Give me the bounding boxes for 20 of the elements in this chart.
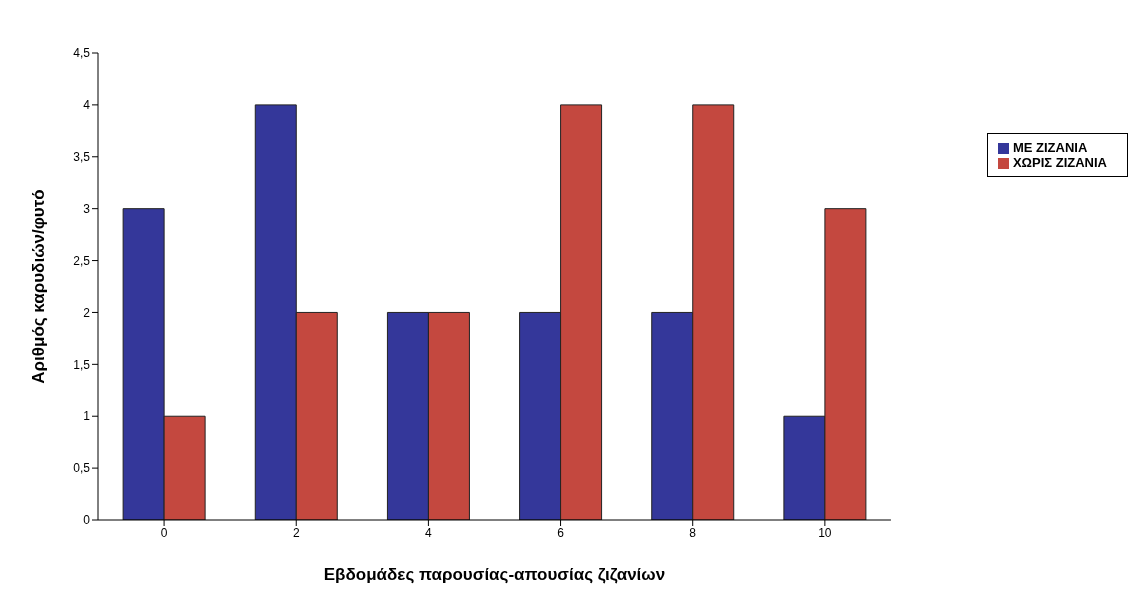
y-tick-label: 3,5 xyxy=(73,150,91,165)
y-tick-label: 0,5 xyxy=(73,461,91,476)
x-tick-label: 2 xyxy=(292,525,300,540)
y-tick-label: 3 xyxy=(83,201,91,216)
x-axis-title: Εβδομάδες παρουσίας-απουσίας ζιζανίων xyxy=(323,565,666,584)
y-tick-label: 2,5 xyxy=(73,253,91,268)
y-tick-label: 1,5 xyxy=(73,357,91,372)
x-tick-label: 4 xyxy=(425,525,433,540)
y-tick-label: 4 xyxy=(83,98,91,113)
x-tick-label: 10 xyxy=(818,525,832,540)
legend-label: ΜΕ ΖΙΖΑΝΙΑ xyxy=(1012,140,1088,155)
x-tick-label: 0 xyxy=(160,525,168,540)
y-tick-label: 1 xyxy=(83,409,91,424)
x-tick-label: 8 xyxy=(689,525,697,540)
y-axis-title: Αριθμός καρυδιών/φυτό xyxy=(29,189,49,384)
y-tick-label: 0 xyxy=(83,513,91,528)
legend-label: ΧΩΡΙΣ ΖΙΖΑΝΙΑ xyxy=(1012,155,1107,170)
y-tick-label: 2 xyxy=(83,305,91,320)
y-tick-label: 4,5 xyxy=(73,46,91,61)
x-tick-label: 6 xyxy=(557,525,565,540)
